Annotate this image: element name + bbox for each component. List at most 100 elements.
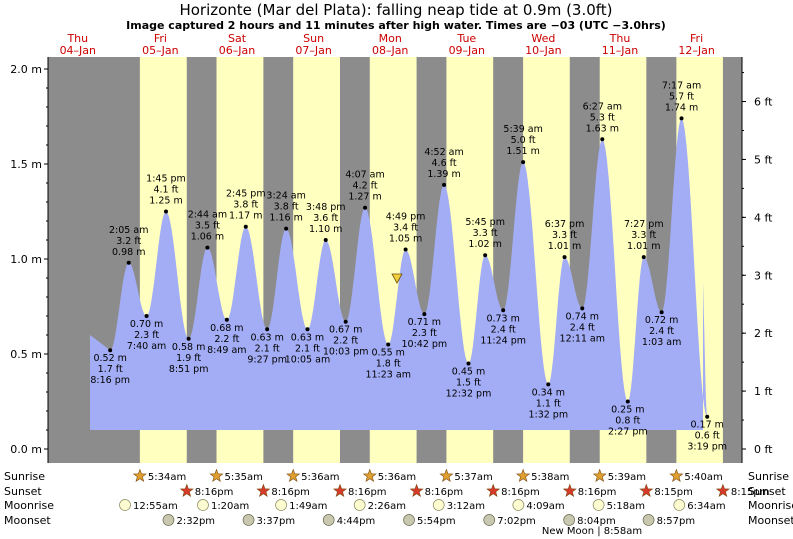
tide-point	[521, 160, 526, 165]
moonrise-time: 1:49am	[289, 501, 327, 512]
sunset-icon	[486, 483, 501, 498]
tide-label: 7:40 am	[127, 341, 166, 352]
day-name: Fri	[690, 32, 703, 45]
day-date: 06–Jan	[219, 44, 255, 57]
tide-label: 1.16 m	[269, 213, 302, 224]
tide-label: 2.3 ft	[134, 330, 159, 341]
sunset-time: 8:16pm	[348, 487, 387, 498]
day-date: 04–Jan	[60, 44, 96, 57]
left-tick-label: 0.0 m	[10, 443, 42, 456]
tide-label: 4:07 am	[345, 170, 384, 181]
tide-label: 2:45 pm	[226, 189, 266, 200]
moonrise-icon	[197, 499, 209, 511]
tide-label: 6:27 am	[583, 101, 622, 112]
tide-label: 10:03 pm	[323, 347, 369, 358]
chart-subtitle: Image captured 2 hours and 11 minutes af…	[126, 19, 666, 32]
right-tick-label: 1 ft	[754, 385, 773, 398]
sunset-icon	[562, 483, 577, 498]
tide-label: 0.73 m	[486, 313, 519, 324]
tide-label: 0.68 m	[210, 323, 243, 334]
tide-label: 2:44 am	[188, 210, 227, 221]
tide-label: 1.63 m	[586, 123, 619, 134]
tide-label: 10:05 am	[285, 354, 330, 365]
tide-point	[205, 245, 210, 250]
right-tick-label: 6 ft	[754, 96, 773, 109]
tide-point	[186, 336, 191, 341]
tide-label: 0.58 m	[172, 342, 205, 353]
tide-label: 1.5 ft	[456, 378, 481, 389]
tide-label: 1.02 m	[468, 239, 501, 250]
day-date: 07–Jan	[295, 44, 331, 57]
tide-label: 0.72 m	[645, 315, 678, 326]
tide-label: 2.4 ft	[649, 326, 674, 337]
moonset-icon	[322, 514, 335, 526]
moonset-time: 4:44pm	[337, 516, 376, 527]
row-label-left: Sunrise	[4, 470, 45, 483]
tide-label: 1.05 m	[389, 234, 422, 245]
tide-label: 0.55 m	[372, 348, 405, 359]
sunrise-icon	[592, 468, 607, 483]
tide-label: 0.63 m	[291, 332, 324, 343]
left-tick-label: 2.0 m	[10, 63, 42, 76]
moonrise-icon	[353, 499, 366, 511]
tide-label: 3.3 ft	[473, 228, 498, 239]
tide-point	[501, 308, 506, 313]
moonset-icon	[642, 514, 655, 526]
moonrise-icon	[512, 499, 525, 511]
moonset-icon	[403, 514, 415, 526]
moonrise-icon	[275, 499, 287, 511]
right-tick-label: 3 ft	[754, 269, 773, 282]
moonset-icon	[162, 514, 175, 526]
sunrise-time: 5:35am	[225, 472, 263, 483]
tide-point	[546, 382, 551, 387]
tide-point	[403, 247, 408, 252]
tide-label: 0.25 m	[611, 405, 644, 416]
tide-label: 0.6 ft	[695, 431, 720, 442]
moonset-icon	[483, 514, 496, 526]
sunrise-time: 5:36am	[301, 472, 339, 483]
tide-point	[144, 314, 149, 318]
tide-label: 5:45 pm	[465, 217, 505, 228]
tide-point	[284, 226, 289, 231]
moonrise-time: 5:18am	[607, 501, 645, 512]
moonrise-time: 12:55am	[133, 501, 178, 512]
tide-point	[659, 310, 664, 315]
tide-label: 5.3 ft	[590, 112, 615, 123]
tide-point	[483, 253, 488, 258]
tide-label: 3:48 pm	[306, 202, 346, 213]
moonset-time: 8:57pm	[657, 516, 696, 527]
tide-point	[386, 342, 391, 347]
tide-label: 2:27 pm	[608, 427, 648, 438]
right-tick-label: 4 ft	[754, 211, 773, 224]
tide-label: 12:32 pm	[446, 389, 492, 400]
sunset-time: 8:15pm	[731, 487, 770, 498]
tide-point	[163, 209, 168, 214]
tide-label: 5.0 ft	[511, 135, 536, 146]
moonset-icon	[242, 514, 255, 526]
tide-label: 1.25 m	[149, 196, 182, 207]
sunrise-icon	[362, 468, 377, 483]
tide-label: 6:37 pm	[545, 219, 585, 230]
row-label-left: Sunset	[4, 485, 42, 498]
tide-point	[562, 255, 567, 260]
tide-label: 3.8 ft	[274, 202, 299, 213]
tide-area	[90, 118, 708, 431]
sunrise-time: 5:38am	[531, 472, 569, 483]
tide-area-fill	[90, 118, 708, 431]
moonrise-time: 4:09am	[526, 501, 564, 512]
tide-label: 1.51 m	[506, 146, 539, 157]
tide-label: 0.71 m	[408, 317, 441, 328]
tide-label: 5:39 am	[503, 124, 542, 135]
tide-label: 1.8 ft	[376, 359, 401, 370]
day-date: 11–Jan	[602, 44, 638, 57]
tide-label: 0.67 m	[329, 325, 362, 336]
tide-label: 8:51 pm	[169, 364, 209, 375]
left-tick-label: 1.5 m	[10, 158, 42, 171]
day-date: 08–Jan	[372, 44, 408, 57]
moonset-time: 2:32pm	[176, 516, 215, 527]
sunrise-icon	[286, 468, 301, 483]
tide-label: 1.10 m	[309, 224, 342, 235]
sunset-time: 8:16pm	[425, 487, 464, 498]
tide-label: 3.3 ft	[631, 230, 656, 241]
